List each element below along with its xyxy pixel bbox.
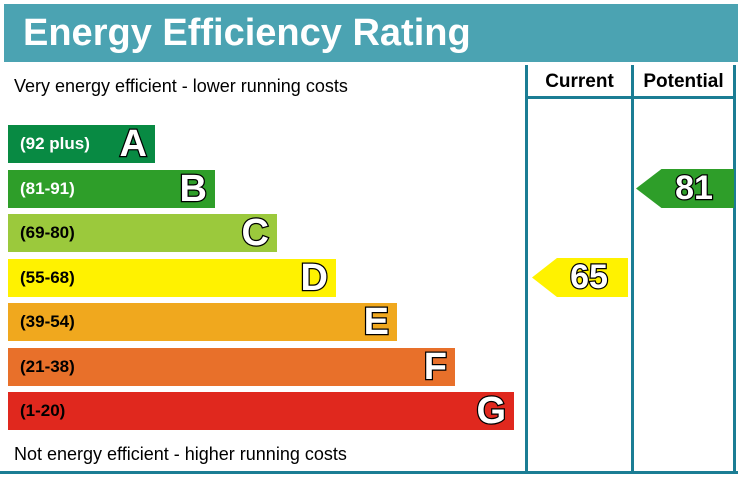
band-a-range: (92 plus)	[20, 134, 90, 153]
table-right-border	[733, 65, 736, 472]
potential-column-header: Potential	[643, 71, 724, 92]
header-underline	[525, 96, 736, 99]
band-g-letter: G	[475, 390, 507, 432]
divider-bands-current	[525, 65, 528, 472]
band-b-range: (81-91)	[20, 179, 75, 198]
band-c-letter: C	[240, 212, 270, 254]
band-f: (21-38) F	[8, 346, 455, 388]
current-rating-value: 65	[569, 258, 609, 297]
band-e: (39-54) E	[8, 301, 397, 343]
potential-rating-arrow: 81	[636, 169, 734, 208]
band-g-range: (1-20)	[20, 401, 66, 420]
current-rating-arrow: 65	[532, 258, 628, 297]
band-d: (55-68) D	[8, 257, 336, 299]
table-bottom-border	[0, 471, 738, 474]
bottom-note: Not energy efficient - higher running co…	[14, 444, 347, 464]
current-column-header: Current	[545, 71, 614, 92]
top-note: Very energy efficient - lower running co…	[14, 76, 348, 96]
band-f-range: (21-38)	[20, 357, 75, 376]
band-f-letter: F	[423, 346, 449, 388]
band-a: (92 plus) A	[8, 123, 155, 165]
band-d-range: (55-68)	[20, 268, 75, 287]
band-a-letter: A	[118, 123, 148, 165]
band-b-letter: B	[178, 168, 208, 210]
band-d-letter: D	[299, 257, 329, 299]
band-g: (1-20) G	[8, 390, 514, 432]
band-b: (81-91) B	[8, 168, 215, 210]
chart-title: Energy Efficiency Rating	[23, 11, 471, 54]
chart-title-bar: Energy Efficiency Rating	[4, 4, 738, 62]
band-e-letter: E	[362, 301, 390, 343]
divider-current-potential	[631, 65, 634, 472]
potential-rating-value: 81	[674, 169, 714, 208]
band-e-range: (39-54)	[20, 312, 75, 331]
band-c-range: (69-80)	[20, 223, 75, 242]
band-c: (69-80) C	[8, 212, 277, 254]
